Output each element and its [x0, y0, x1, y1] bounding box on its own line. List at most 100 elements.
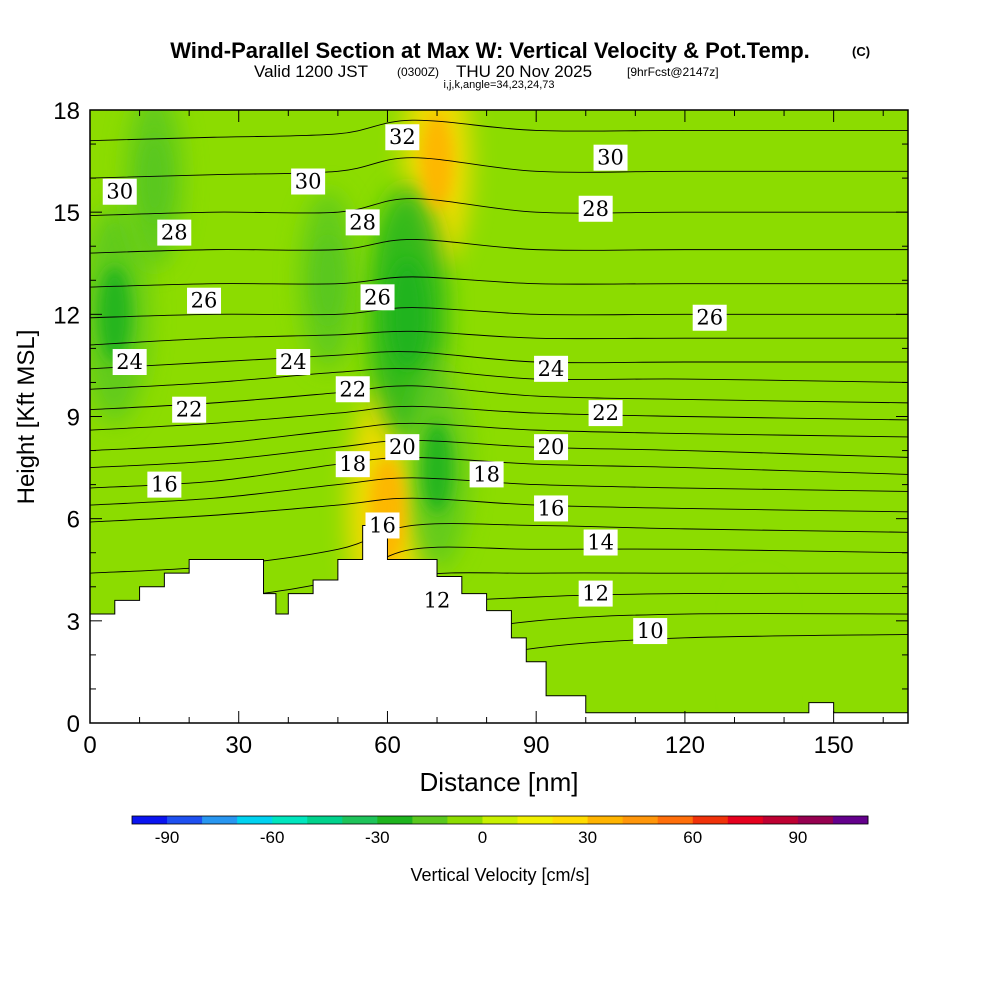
contour-label: 26	[692, 304, 727, 331]
contour-label: 20	[534, 434, 569, 461]
updraft-core	[421, 113, 454, 210]
y-tick-label: 18	[53, 98, 80, 125]
y-tick-label: 3	[67, 609, 80, 636]
contour-label: 28	[578, 195, 613, 222]
colorbar-swatch	[447, 816, 483, 824]
contour-label: 24	[112, 349, 147, 376]
svg-text:22: 22	[339, 377, 366, 401]
colorbar-swatch	[412, 816, 448, 824]
downdraft-core	[389, 260, 426, 369]
svg-text:30: 30	[295, 170, 322, 194]
colorbar-swatch	[727, 816, 764, 824]
colorbar-swatch	[307, 816, 343, 824]
theta-contour-23	[90, 368, 908, 390]
contour-label: 24	[276, 349, 311, 376]
colorbar	[131, 815, 869, 825]
contour-label: 18	[335, 451, 370, 478]
contour-label: 10	[633, 618, 668, 645]
plot-area: 30 28 26 24 22 16 30 24 32 28 26 22 18 20 16 12 30 28 26 24…	[90, 110, 908, 723]
chart-subtitle-valid: Valid 1200 JST	[254, 62, 368, 81]
theta-contour-29	[90, 198, 908, 217]
colorbar-swatch	[272, 816, 308, 824]
colorbar-frame	[131, 815, 869, 825]
colorbar-swatch	[552, 816, 589, 824]
theta-contour-21	[90, 405, 908, 431]
x-tick-label: 60	[374, 732, 401, 759]
svg-text:20: 20	[389, 435, 416, 459]
x-tick-label: 150	[814, 732, 854, 759]
svg-text:32: 32	[389, 125, 416, 149]
svg-text:22: 22	[176, 398, 203, 422]
theta-contour-18	[90, 456, 908, 489]
contour-label: 30	[291, 168, 326, 195]
y-tick-label: 6	[67, 507, 80, 534]
x-tick-label: 120	[665, 732, 705, 759]
chart-subtitle-date: THU 20 Nov 2025	[456, 62, 592, 81]
svg-text:26: 26	[364, 285, 391, 309]
contour-label: 16	[147, 471, 182, 498]
downdraft-core	[421, 421, 453, 514]
colorbar-tick-label: 30	[578, 828, 597, 847]
colorbar-swatch	[342, 816, 378, 824]
colorbar-swatch	[692, 816, 729, 824]
theta-contour-16	[90, 497, 908, 523]
svg-text:24: 24	[280, 350, 307, 374]
colorbar-label: Vertical Velocity [cm/s]	[410, 865, 589, 885]
theta-contour-19	[90, 439, 908, 469]
x-axis-label: Distance [nm]	[420, 767, 579, 797]
y-tick-label: 9	[67, 405, 80, 432]
contour-label: 22	[172, 396, 207, 423]
chart-subtitle-fcst: [9hrFcst@2147z]	[627, 65, 719, 79]
downdraft-core	[313, 238, 342, 323]
colorbar-swatch	[762, 816, 799, 824]
contour-label: 28	[157, 219, 192, 246]
theta-contour-30	[90, 157, 908, 179]
colorbar-swatch	[482, 816, 519, 824]
theta-contour-22	[90, 385, 908, 411]
downdraft-core	[140, 136, 169, 221]
y-tick-label: 15	[53, 200, 80, 227]
contour-label: 30	[593, 144, 628, 171]
x-tick-label: 30	[225, 732, 252, 759]
contour-label: 22	[588, 400, 623, 427]
contour-label: 22	[335, 376, 370, 403]
svg-text:20: 20	[538, 435, 565, 459]
svg-text:14: 14	[587, 531, 614, 555]
theta-contour-24	[90, 351, 908, 370]
colorbar-swatch	[202, 816, 238, 824]
colorbar-tick-label: -60	[260, 828, 285, 847]
colorbar-swatch	[517, 816, 554, 824]
svg-text:24: 24	[538, 357, 565, 381]
y-axis: 0 3 6 9 12 15 18	[53, 98, 908, 738]
svg-text:28: 28	[582, 197, 609, 221]
colorbar-ticks: -90 -60 -30 0 30 60 90	[155, 828, 808, 847]
contour-label: 16	[365, 512, 400, 539]
svg-text:16: 16	[538, 496, 565, 520]
chart-title-block: Wind-Parallel Section at Max W: Vertical…	[170, 38, 870, 91]
theta-contour-27	[90, 276, 908, 288]
y-axis-label: Height [Kft MSL]	[13, 330, 40, 505]
svg-text:22: 22	[592, 401, 619, 425]
svg-text:26: 26	[191, 289, 218, 313]
contour-label: 26	[187, 287, 222, 314]
contour-label: 16	[534, 495, 569, 522]
chart-title: Wind-Parallel Section at Max W: Vertical…	[170, 38, 810, 63]
contour-label: 24	[534, 355, 569, 382]
theta-contour-28	[90, 238, 908, 254]
colorbar-tick-label: 0	[478, 828, 487, 847]
svg-text:10: 10	[637, 619, 664, 643]
colorbar-tick-label: -30	[365, 828, 390, 847]
contour-label: 12	[420, 587, 455, 614]
svg-text:18: 18	[339, 452, 366, 476]
colorbar-swatch	[237, 816, 273, 824]
svg-text:12: 12	[424, 588, 451, 612]
svg-text:16: 16	[369, 513, 396, 537]
chart-subtitle-utc: (0300Z)	[397, 65, 439, 79]
contour-label: 26	[360, 284, 395, 311]
colorbar-swatch	[377, 816, 413, 824]
svg-text:12: 12	[582, 582, 609, 606]
svg-text:16: 16	[151, 473, 178, 497]
contour-label: 20	[385, 434, 420, 461]
svg-text:24: 24	[116, 350, 143, 374]
svg-text:30: 30	[106, 180, 133, 204]
